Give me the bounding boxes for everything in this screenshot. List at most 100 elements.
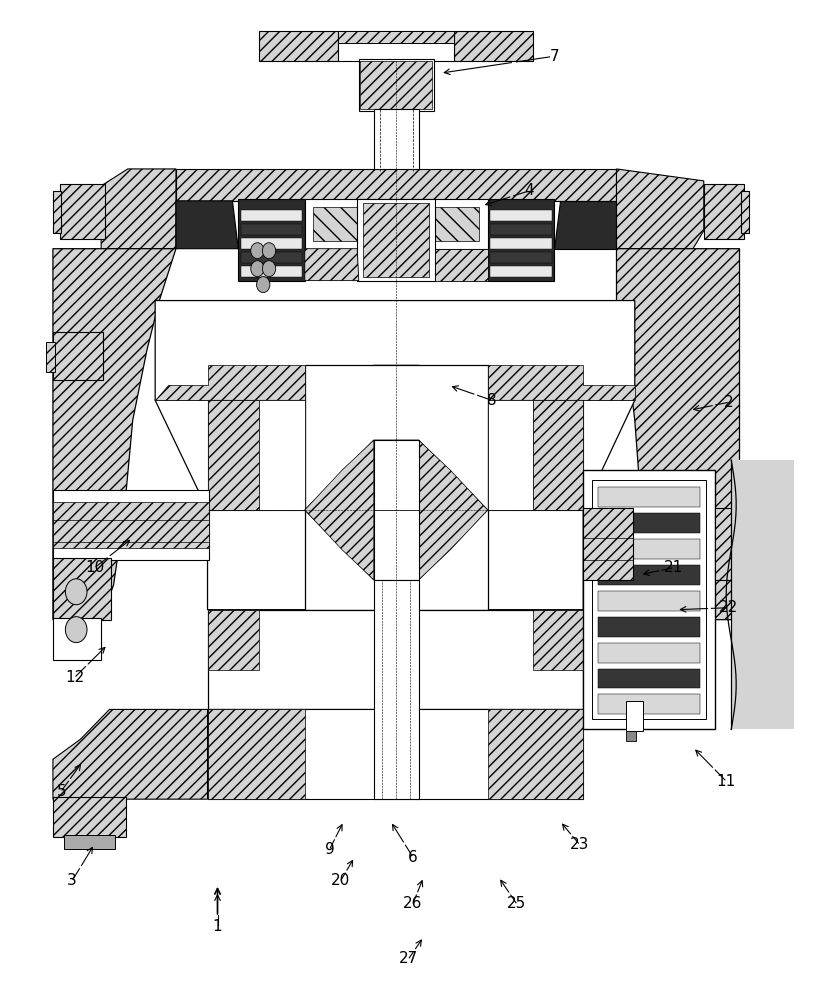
Bar bbox=[313, 207, 480, 241]
Bar bbox=[374, 109, 419, 171]
Bar bbox=[239, 199, 304, 281]
Polygon shape bbox=[488, 709, 583, 799]
Text: 27: 27 bbox=[399, 951, 419, 966]
Polygon shape bbox=[488, 400, 534, 510]
Text: 11: 11 bbox=[716, 774, 736, 789]
Bar bbox=[490, 266, 551, 277]
Bar bbox=[490, 210, 551, 221]
Text: 21: 21 bbox=[663, 560, 683, 575]
Bar bbox=[208, 610, 583, 709]
Polygon shape bbox=[208, 400, 304, 510]
Bar bbox=[488, 199, 554, 281]
Polygon shape bbox=[208, 610, 259, 670]
Polygon shape bbox=[155, 301, 635, 400]
Bar bbox=[359, 59, 434, 111]
Text: 25: 25 bbox=[507, 896, 526, 911]
Bar bbox=[241, 224, 302, 235]
Bar bbox=[374, 580, 419, 799]
Bar bbox=[53, 618, 101, 660]
Bar bbox=[490, 224, 551, 235]
Bar bbox=[259, 31, 338, 61]
Bar bbox=[598, 565, 700, 585]
Circle shape bbox=[65, 617, 87, 643]
Circle shape bbox=[257, 277, 270, 293]
Bar bbox=[360, 61, 432, 109]
Bar bbox=[241, 238, 302, 249]
Bar bbox=[53, 558, 111, 620]
Bar bbox=[731, 460, 793, 729]
Bar bbox=[241, 266, 302, 277]
Text: 7: 7 bbox=[550, 49, 559, 64]
Circle shape bbox=[263, 243, 276, 259]
Polygon shape bbox=[304, 249, 359, 281]
Bar bbox=[304, 199, 488, 249]
Polygon shape bbox=[488, 400, 583, 510]
Text: 1: 1 bbox=[213, 919, 223, 934]
Bar bbox=[598, 617, 700, 637]
Bar bbox=[591, 480, 706, 719]
Bar bbox=[241, 252, 302, 263]
Circle shape bbox=[65, 579, 87, 605]
Bar bbox=[583, 470, 715, 729]
Bar bbox=[338, 31, 455, 61]
Bar bbox=[598, 643, 700, 663]
Bar bbox=[53, 332, 103, 380]
Bar bbox=[598, 591, 700, 611]
Bar bbox=[53, 797, 126, 837]
Bar bbox=[357, 199, 435, 281]
Text: 23: 23 bbox=[570, 837, 589, 852]
Text: 6: 6 bbox=[408, 850, 418, 865]
Polygon shape bbox=[259, 400, 304, 510]
Polygon shape bbox=[53, 249, 176, 620]
Bar bbox=[715, 508, 748, 580]
Polygon shape bbox=[155, 365, 304, 400]
Bar bbox=[626, 731, 636, 741]
Text: 20: 20 bbox=[331, 873, 350, 888]
Bar bbox=[598, 513, 700, 533]
Bar bbox=[598, 669, 700, 688]
Bar bbox=[490, 252, 551, 263]
Bar bbox=[626, 701, 643, 731]
Bar bbox=[53, 490, 209, 560]
Bar bbox=[338, 31, 455, 43]
Bar bbox=[741, 191, 750, 233]
Polygon shape bbox=[419, 440, 488, 580]
Polygon shape bbox=[208, 709, 583, 799]
Bar bbox=[704, 184, 744, 239]
Text: 4: 4 bbox=[525, 183, 534, 198]
Text: 3: 3 bbox=[68, 873, 77, 888]
Circle shape bbox=[251, 243, 264, 259]
Bar bbox=[583, 508, 633, 580]
Text: 10: 10 bbox=[85, 560, 104, 575]
Polygon shape bbox=[488, 365, 635, 400]
Circle shape bbox=[263, 261, 276, 277]
Bar bbox=[374, 440, 419, 580]
Polygon shape bbox=[155, 400, 635, 610]
Circle shape bbox=[251, 261, 264, 277]
Text: 5: 5 bbox=[57, 784, 66, 799]
Text: 12: 12 bbox=[65, 670, 84, 685]
Polygon shape bbox=[534, 400, 583, 510]
Text: 2: 2 bbox=[724, 395, 734, 410]
Bar bbox=[304, 365, 488, 610]
Polygon shape bbox=[176, 201, 239, 249]
Polygon shape bbox=[616, 169, 704, 249]
Text: 26: 26 bbox=[403, 896, 423, 911]
Bar bbox=[363, 203, 430, 277]
Text: 8: 8 bbox=[487, 393, 496, 408]
Polygon shape bbox=[534, 610, 583, 670]
Bar bbox=[598, 539, 700, 559]
Bar bbox=[46, 342, 54, 372]
Polygon shape bbox=[554, 201, 616, 249]
Bar bbox=[455, 31, 534, 61]
Polygon shape bbox=[304, 440, 374, 580]
Bar bbox=[53, 502, 209, 548]
Bar bbox=[59, 184, 105, 239]
Bar bbox=[490, 238, 551, 249]
Bar bbox=[53, 191, 61, 233]
Polygon shape bbox=[208, 709, 304, 799]
Polygon shape bbox=[53, 709, 208, 799]
Bar bbox=[598, 694, 700, 714]
Polygon shape bbox=[176, 169, 616, 201]
Text: 22: 22 bbox=[719, 600, 738, 615]
